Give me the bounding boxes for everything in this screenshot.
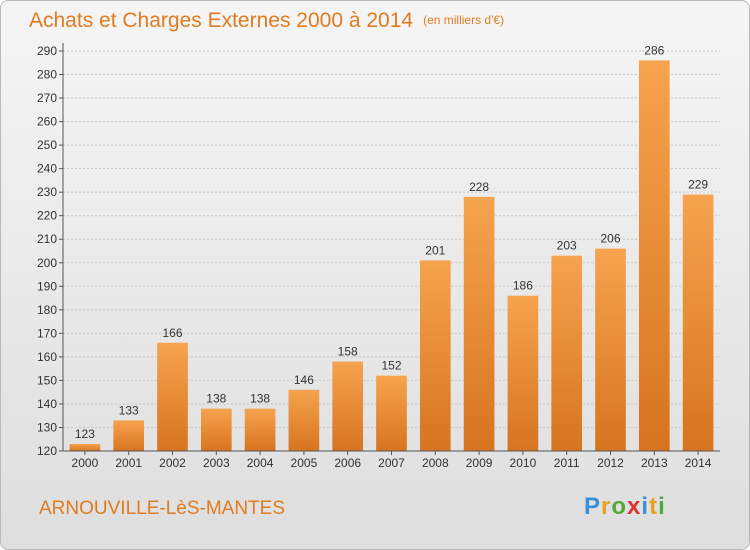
x-tick-label: 2012 (597, 456, 624, 470)
data-label: 206 (600, 232, 620, 246)
x-tick-label: 2010 (510, 456, 537, 470)
y-tick-label: 250 (37, 138, 57, 152)
bar (113, 420, 145, 451)
x-tick-label: 2007 (378, 456, 405, 470)
chart-title: Achats et Charges Externes 2000 à 2014 (e… (29, 9, 504, 33)
x-tick-label: 2002 (159, 456, 186, 470)
y-tick-label: 120 (37, 444, 57, 458)
axes: 120 130 140 150 160 170 180 190 200 210 220 230 240 2… (37, 43, 720, 470)
y-tick-label: 150 (37, 373, 57, 387)
chart-title-text: Achats et Charges Externes 2000 à 2014 (29, 9, 414, 32)
logo-letter: i (658, 493, 666, 520)
data-label: 203 (557, 239, 577, 253)
y-tick-label: 170 (37, 326, 57, 340)
y-tick-label: 180 (37, 303, 57, 317)
x-tick-label: 2006 (334, 456, 361, 470)
y-tick-label: 140 (37, 397, 57, 411)
x-tick-label: 2001 (115, 456, 142, 470)
y-tick-label: 190 (37, 279, 57, 293)
city-name: ARNOUVILLE-LèS-MANTES (39, 498, 286, 519)
y-tick-label: 290 (37, 44, 57, 58)
data-label: 201 (425, 243, 445, 257)
logo-letter: o (611, 493, 628, 520)
y-tick-label: 160 (37, 350, 57, 364)
logo-letter: r (601, 493, 612, 520)
y-tick-label: 210 (37, 232, 57, 246)
bar (288, 389, 320, 451)
bar (332, 361, 364, 451)
data-label: 138 (250, 392, 270, 406)
y-tick-label: 270 (37, 91, 57, 105)
x-tick-label: 2013 (641, 456, 668, 470)
data-label: 229 (688, 178, 708, 192)
data-label: 186 (513, 279, 533, 293)
logo-letter: i (641, 493, 650, 520)
data-label: 133 (119, 403, 139, 417)
bar (507, 295, 539, 451)
bar (157, 342, 188, 451)
y-tick-label: 230 (37, 185, 57, 199)
x-tick-label: 2014 (685, 456, 712, 470)
x-tick-label: 2005 (291, 456, 318, 470)
x-tick-label: 2011 (554, 456, 580, 470)
bar (419, 260, 451, 451)
data-label: 286 (644, 43, 664, 57)
x-tick-label: 2003 (203, 456, 230, 470)
bar (376, 375, 407, 451)
bar (682, 194, 714, 451)
data-label: 158 (338, 345, 358, 359)
proxiti-logo[interactable]: Proxiti (584, 493, 666, 521)
bar (244, 408, 276, 451)
y-tick-label: 220 (37, 209, 57, 223)
chart-unit: (en milliers d'€) (423, 13, 505, 27)
x-tick-label: 2008 (422, 456, 449, 470)
logo-letter: P (584, 493, 602, 520)
data-label: 166 (162, 326, 182, 340)
y-tick-label: 240 (37, 162, 57, 176)
y-tick-label: 260 (37, 115, 57, 129)
x-tick-label: 2009 (466, 456, 493, 470)
y-tick-label: 130 (37, 420, 57, 434)
data-label: 146 (294, 373, 314, 387)
y-tick-label: 200 (37, 256, 57, 270)
x-tick-label: 2004 (247, 456, 274, 470)
bar (69, 443, 101, 451)
data-label: 152 (381, 359, 401, 373)
bar (551, 255, 583, 451)
bar (463, 196, 495, 451)
bar (638, 60, 670, 451)
data-label: 123 (75, 427, 95, 441)
bar (595, 248, 626, 451)
x-tick-label: 2000 (72, 456, 99, 470)
data-label: 228 (469, 180, 489, 194)
logo-letter: x (627, 493, 642, 520)
y-tick-label: 280 (37, 68, 57, 82)
bars: 123 133 166 138 138 146 158 152 201 228 186 203 206 2… (69, 43, 714, 451)
data-label: 138 (206, 392, 226, 406)
bar (200, 408, 232, 451)
logo-letter: t (649, 493, 659, 520)
